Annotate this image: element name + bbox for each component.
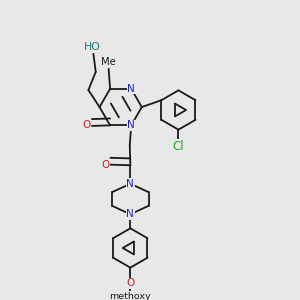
Text: O: O [82,120,91,130]
Text: Me: Me [101,57,116,68]
Text: O: O [101,160,109,170]
Text: N: N [127,209,134,219]
Text: methoxy: methoxy [110,292,151,300]
Text: N: N [127,179,134,189]
Text: N: N [128,120,135,130]
Text: N: N [128,84,135,94]
Text: HO: HO [83,42,100,52]
Text: Cl: Cl [172,140,184,153]
Text: O: O [126,278,134,289]
